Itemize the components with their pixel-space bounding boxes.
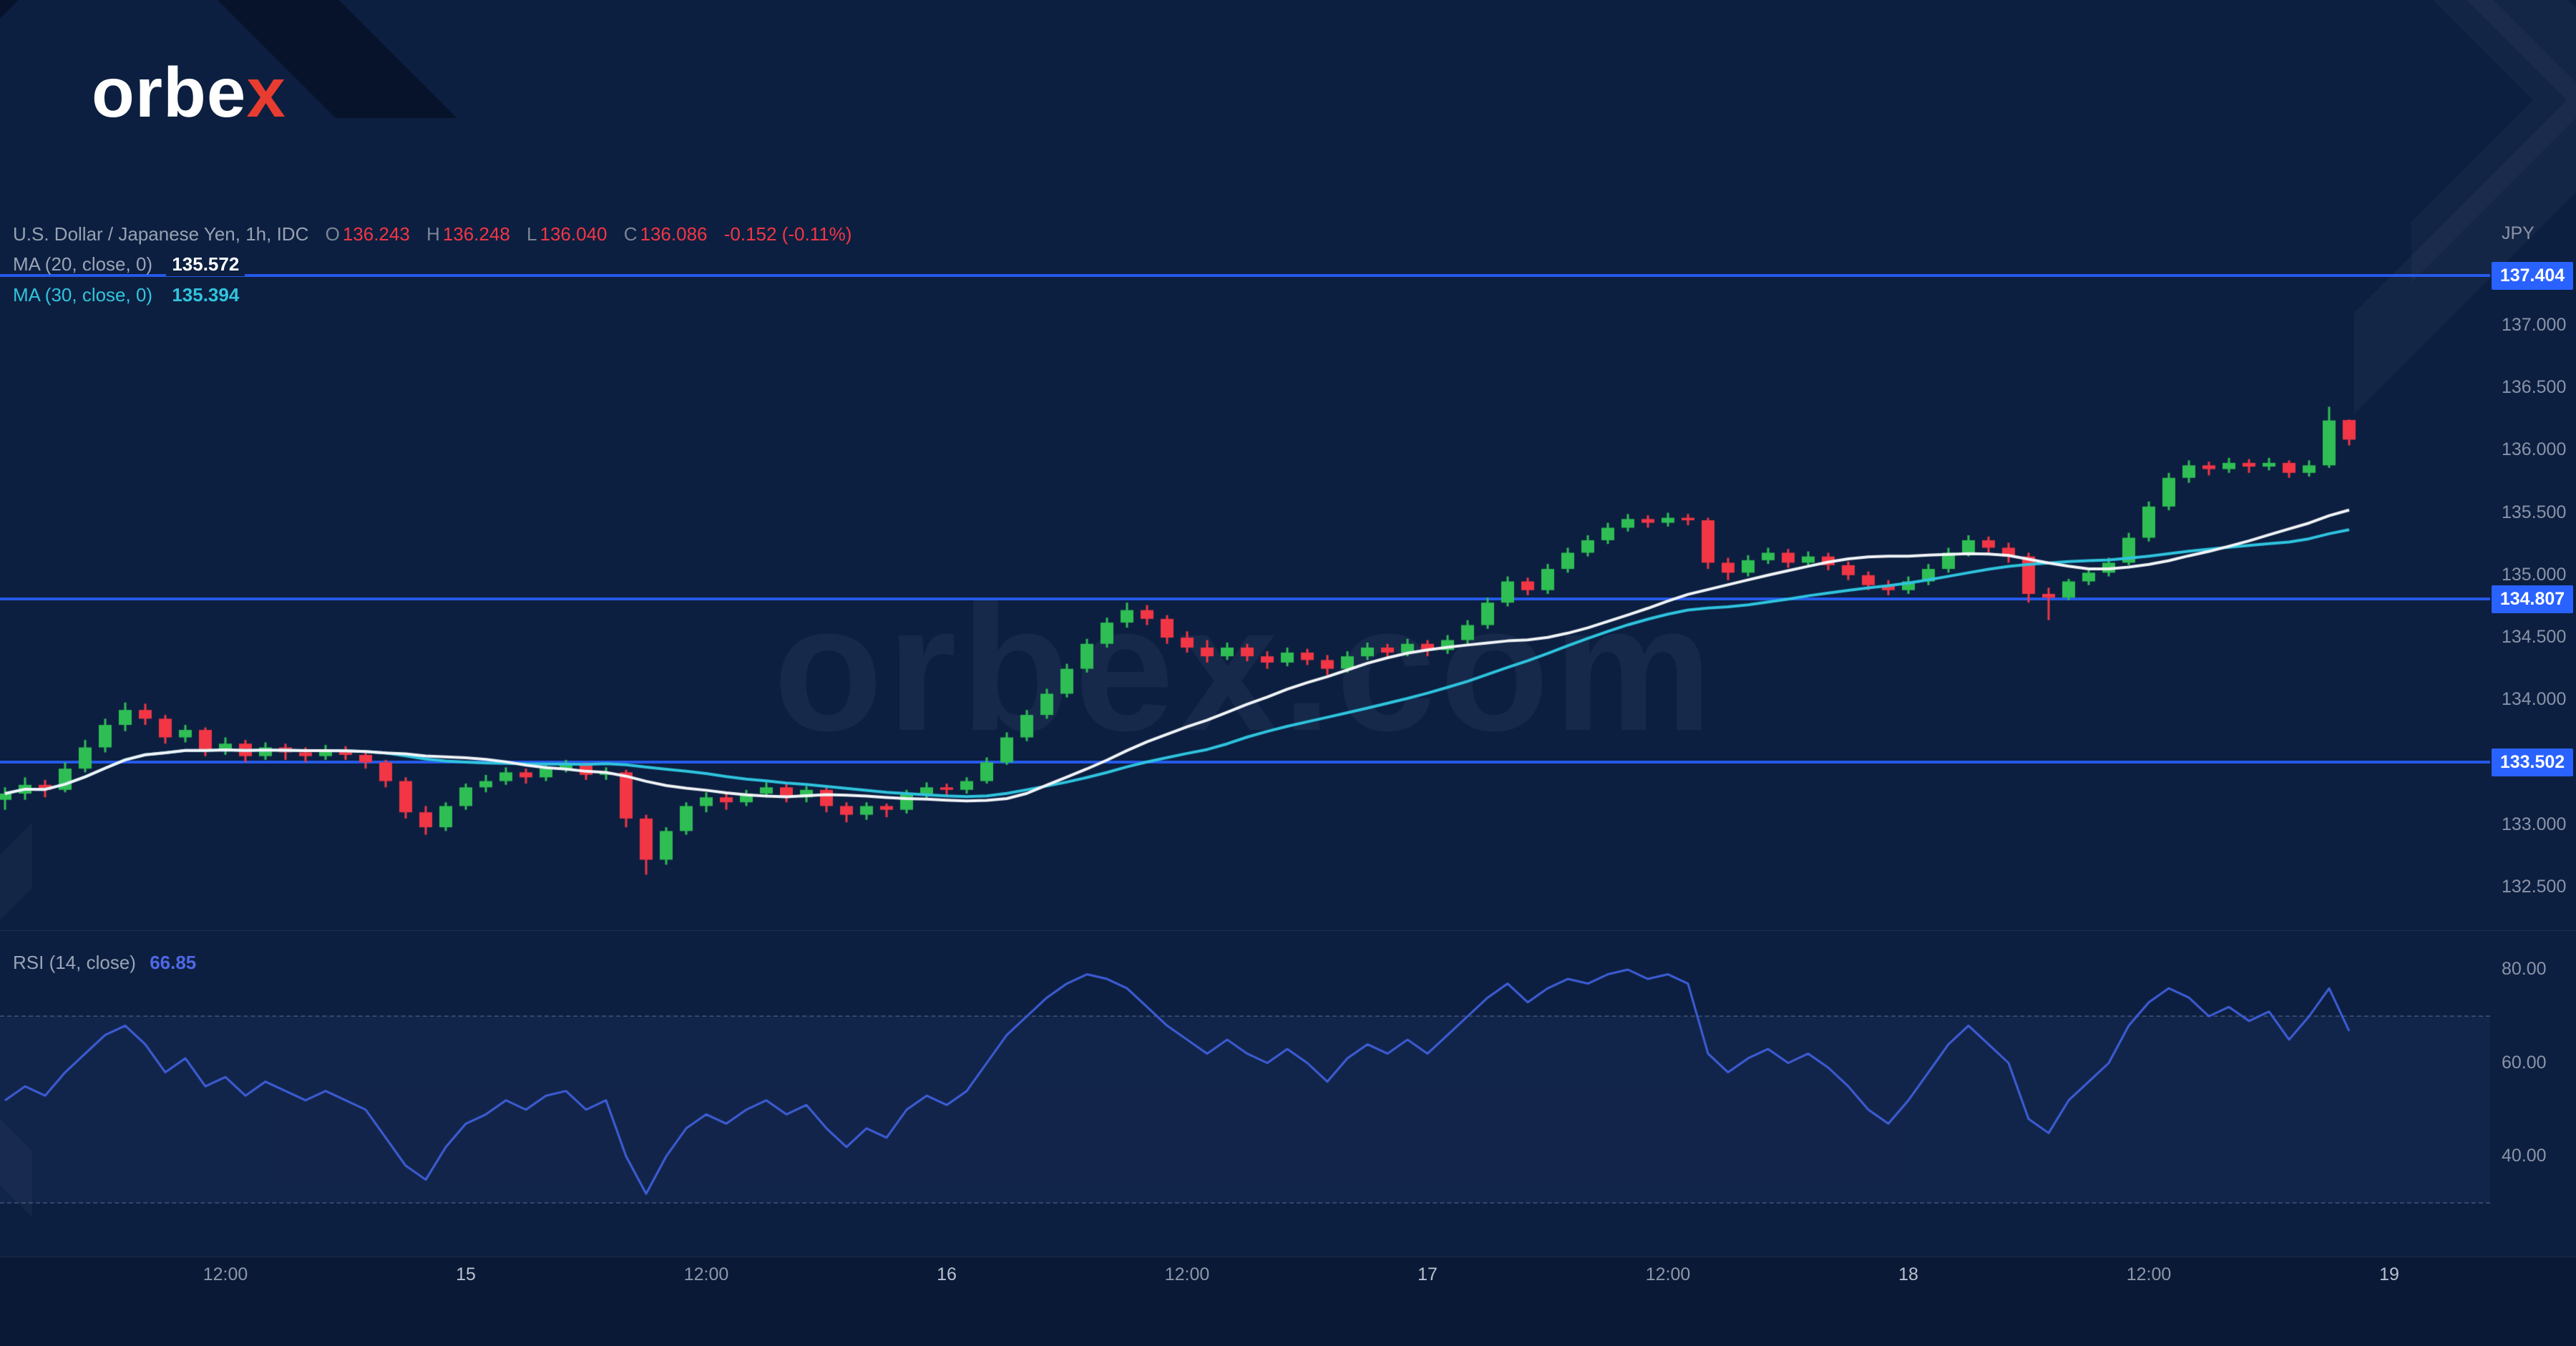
close-label: C bbox=[623, 223, 638, 245]
price-tick: 136.000 bbox=[2502, 439, 2567, 460]
time-label: 12:00 bbox=[2126, 1264, 2172, 1284]
price-tick: 135.000 bbox=[2502, 564, 2567, 585]
rsi-chart[interactable] bbox=[0, 930, 2490, 1259]
time-label: 16 bbox=[937, 1264, 957, 1284]
orbex-logo: orbex bbox=[92, 57, 286, 127]
time-label: 17 bbox=[1418, 1264, 1438, 1284]
price-level-badge: 137.404 bbox=[2492, 261, 2573, 290]
time-label: 12:00 bbox=[203, 1264, 248, 1284]
rsi-value: 66.85 bbox=[150, 952, 197, 973]
ma20-value: 135.572 bbox=[166, 252, 245, 276]
logo-x-icon: x bbox=[246, 53, 286, 132]
low-value: 136.040 bbox=[540, 223, 608, 245]
price-tick: 132.500 bbox=[2502, 876, 2567, 897]
price-tick: 137.000 bbox=[2502, 315, 2567, 335]
price-axis[interactable]: JPY 137.404 134.807 133.502 137.000 136.500 1… bbox=[2490, 0, 2576, 1259]
time-label: 19 bbox=[2379, 1264, 2399, 1284]
price-tick: 133.000 bbox=[2502, 814, 2567, 834]
low-label: L bbox=[527, 223, 537, 245]
ma20-legend[interactable]: MA (20, close, 0) 135.572 bbox=[13, 252, 245, 276]
ma20-label: MA (20, close, 0) bbox=[13, 253, 153, 275]
open-value: 136.243 bbox=[342, 223, 410, 245]
time-label: 15 bbox=[456, 1264, 476, 1284]
close-value: 136.086 bbox=[640, 223, 708, 245]
change-value: -0.152 (-0.11%) bbox=[723, 223, 852, 245]
time-axis[interactable]: 12:00 15 12:00 16 12:00 17 12:00 18 12:00 19 bbox=[0, 1257, 2576, 1346]
open-label: O bbox=[325, 223, 340, 245]
rsi-legend[interactable]: RSI (14, close) 66.85 bbox=[13, 952, 196, 974]
price-axis-unit: JPY bbox=[2502, 223, 2534, 243]
price-tick: 134.500 bbox=[2502, 627, 2567, 647]
symbol-title[interactable]: U.S. Dollar / Japanese Yen, 1h, IDC bbox=[13, 223, 309, 245]
rsi-label: RSI (14, close) bbox=[13, 952, 136, 973]
time-label: 12:00 bbox=[683, 1264, 729, 1284]
time-label: 12:00 bbox=[1645, 1264, 1691, 1284]
price-tick: 136.500 bbox=[2502, 377, 2567, 398]
pane-separator[interactable] bbox=[0, 930, 2576, 931]
logo-text: orbe bbox=[92, 53, 247, 132]
price-level-badge: 133.502 bbox=[2492, 748, 2573, 777]
price-tick: 135.500 bbox=[2502, 502, 2567, 522]
ma30-value: 135.394 bbox=[172, 284, 240, 306]
time-label: 18 bbox=[1898, 1264, 1918, 1284]
rsi-tick: 40.00 bbox=[2502, 1146, 2547, 1166]
high-label: H bbox=[426, 223, 440, 245]
candlestick-chart[interactable] bbox=[0, 0, 2490, 937]
symbol-status-line: U.S. Dollar / Japanese Yen, 1h, IDC O 136… bbox=[13, 223, 852, 245]
ma30-label: MA (30, close, 0) bbox=[13, 284, 153, 306]
rsi-tick: 80.00 bbox=[2502, 959, 2547, 979]
time-label: 12:00 bbox=[1164, 1264, 1210, 1284]
high-value: 136.248 bbox=[442, 223, 510, 245]
price-level-badge: 134.807 bbox=[2492, 585, 2573, 614]
rsi-tick: 60.00 bbox=[2502, 1052, 2547, 1073]
price-tick: 134.000 bbox=[2502, 689, 2567, 710]
ma30-legend[interactable]: MA (30, close, 0) 135.394 bbox=[13, 284, 245, 306]
